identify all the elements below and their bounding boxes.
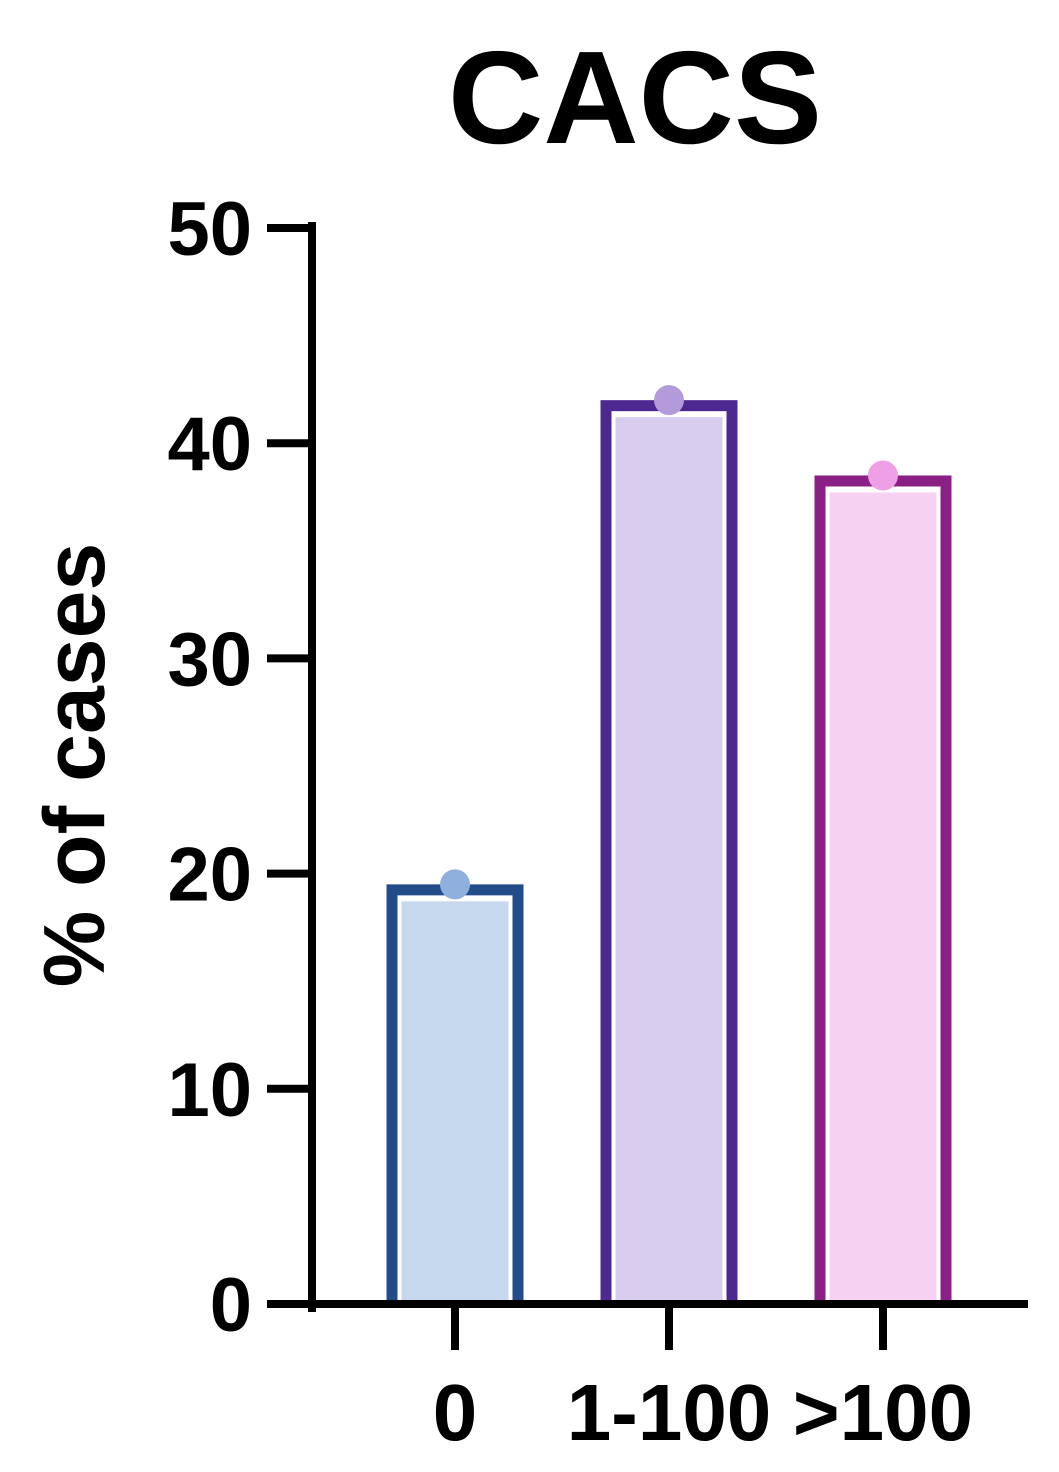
y-tick-label-40: 40: [167, 402, 252, 487]
y-tick-label-50: 50: [167, 187, 252, 272]
y-tick-label-0: 0: [210, 1263, 252, 1348]
bar-fill-3: [829, 492, 937, 1305]
axes-group: [267, 222, 1028, 1312]
data-point-2: [654, 385, 684, 416]
y-tick-label-10: 10: [167, 1048, 252, 1133]
x-tick-label-3: >100: [793, 1368, 973, 1457]
bars-group: [386, 385, 952, 1305]
x-tick-label-2: 1-100: [567, 1368, 772, 1457]
y-tick-label-20: 20: [167, 833, 252, 918]
bar-fill-2: [615, 417, 723, 1304]
x-ticks-group: 0 1-100 >100: [433, 1304, 973, 1457]
bar-fill-1: [401, 901, 509, 1304]
y-tick-label-30: 30: [167, 617, 252, 702]
data-point-1: [440, 869, 470, 900]
data-point-3: [868, 460, 898, 491]
y-ticks-group: 0 10 20 30 40 50: [167, 187, 312, 1348]
chart-title: CACS: [448, 24, 822, 171]
y-axis-label: % of cases: [27, 543, 123, 988]
x-tick-label-1: 0: [433, 1368, 478, 1457]
